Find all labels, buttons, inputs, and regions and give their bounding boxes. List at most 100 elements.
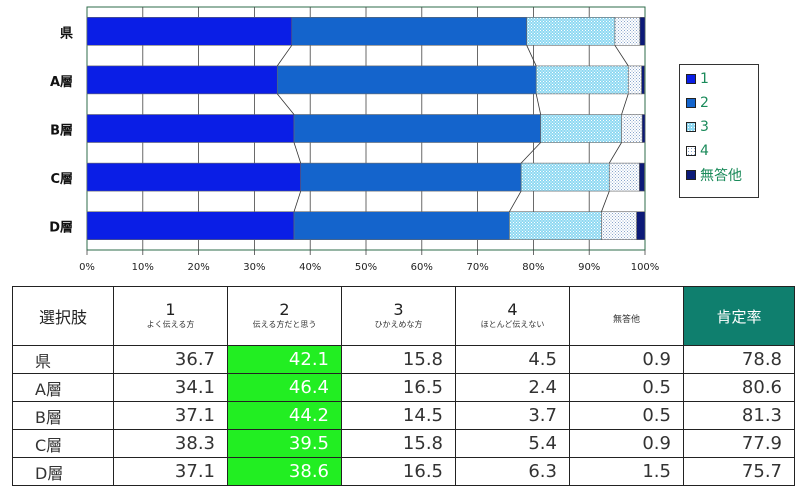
series-connector-line [520, 142, 541, 164]
row-label: B層 [12, 401, 114, 430]
table-cell: 36.7 [113, 345, 228, 374]
legend-swatch [686, 122, 696, 132]
table-row: C層 38.3 39.5 15.8 5.4 0.9 77.9 [12, 429, 795, 458]
table-cell: 37.1 [113, 401, 228, 430]
x-tick-label: 80% [522, 262, 544, 273]
table-cell: 15.8 [341, 429, 456, 458]
header-col-2: 2 伝える方だと思う [227, 286, 342, 346]
category-label: 県 [60, 26, 73, 41]
series-connector-line [601, 190, 610, 212]
header-col-1: 1 よく伝える方 [113, 286, 228, 346]
bar-segment [639, 162, 645, 192]
header-col-3: 3 ひかえめな方 [341, 286, 456, 346]
bar-segment [86, 162, 302, 192]
bar-segment [300, 162, 522, 192]
table-cell: 4.5 [455, 345, 570, 374]
data-table: 選択肢 1 よく伝える方 2 伝える方だと思う 3 ひかえめな方 4 ほとんど伝… [12, 286, 795, 486]
table-cell: 2.4 [455, 373, 570, 402]
series-connector-line [621, 93, 629, 115]
bar-segment [86, 211, 295, 240]
bar-segment [293, 114, 541, 143]
legend-swatch [686, 98, 696, 108]
table-cell: 6.3 [455, 457, 570, 486]
bar-segment [641, 65, 645, 95]
category-label: B層 [50, 124, 73, 139]
row-label: A層 [12, 373, 114, 402]
bar-segment [639, 16, 646, 46]
table-row: A層 34.1 46.4 16.5 2.4 0.5 80.6 [12, 373, 795, 402]
series-connector-line [526, 45, 537, 67]
table-cell: 0.5 [569, 401, 684, 430]
rate-cell: 80.6 [683, 373, 795, 402]
legend-label: 4 [700, 143, 709, 159]
x-tick-label: 20% [187, 262, 209, 273]
header-col-3-sub: ひかえめな方 [374, 320, 423, 329]
bar-segment [520, 162, 610, 192]
bar-segment [627, 65, 642, 95]
series-connector-line [535, 93, 542, 115]
table-header-row: 選択肢 1 よく伝える方 2 伝える方だと思う 3 ひかえめな方 4 ほとんど伝… [12, 286, 795, 346]
header-col-2-num: 2 [279, 300, 290, 319]
header-rate: 肯定率 [683, 286, 795, 346]
legend-swatch [686, 74, 696, 84]
legend-swatch [686, 146, 696, 156]
table-cell: 0.9 [569, 429, 684, 458]
bar-segment [621, 114, 643, 143]
x-tick-label: 40% [299, 262, 321, 273]
table-cell: 38.6 [227, 457, 342, 486]
table-cell: 42.1 [227, 345, 342, 374]
legend-label: 3 [700, 119, 709, 135]
rate-cell: 75.7 [683, 457, 795, 486]
table-row: 県 36.7 42.1 15.8 4.5 0.9 78.8 [12, 345, 795, 374]
header-options: 選択肢 [12, 286, 114, 346]
series-connector-line [608, 142, 622, 164]
header-col-4: 4 ほとんど伝えない [455, 286, 570, 346]
series-connector-line [293, 190, 302, 212]
legend-item: 1 [686, 69, 709, 89]
table-cell: 44.2 [227, 401, 342, 430]
bar-segment [608, 162, 640, 192]
legend-label: 無答他 [700, 168, 742, 184]
table-cell: 15.8 [341, 345, 456, 374]
bar-segment [276, 65, 537, 95]
header-col-4-sub: ほとんど伝えない [480, 320, 545, 329]
table-cell: 16.5 [341, 457, 456, 486]
table-cell: 16.5 [341, 373, 456, 402]
row-label: D層 [12, 457, 114, 486]
table-cell: 34.1 [113, 373, 228, 402]
x-tick-label: 90% [578, 262, 600, 273]
x-tick-label: 70% [466, 262, 488, 273]
legend-label: 1 [700, 71, 709, 87]
legend-item: 3 [686, 117, 709, 137]
table-cell: 3.7 [455, 401, 570, 430]
bar-segment [641, 114, 646, 143]
series-connector-line [614, 45, 629, 67]
table-row: B層 37.1 44.2 14.5 3.7 0.5 81.3 [12, 401, 795, 430]
series-connector-line [276, 93, 295, 115]
bar-segment [86, 114, 295, 143]
table-cell: 14.5 [341, 401, 456, 430]
legend-swatch [686, 170, 696, 180]
legend-item: 4 [686, 141, 709, 161]
series-connector-line [509, 190, 522, 212]
table-cell: 39.5 [227, 429, 342, 458]
legend-item: 2 [686, 93, 709, 113]
category-label: A層 [50, 75, 73, 90]
x-tick-label: 60% [411, 262, 433, 273]
stacked-bar-chart: 0% 10% 20% 30% 40% 50% 60% 70% 80% 90% 100% 県 A層 B層 C層… [49, 6, 660, 273]
bar-segment [293, 211, 510, 240]
rate-cell: 81.3 [683, 401, 795, 430]
x-tick-label: 30% [243, 262, 265, 273]
x-tick-label: 50% [355, 262, 377, 273]
category-label: D層 [49, 221, 73, 236]
rate-cell: 78.8 [683, 345, 795, 374]
bar-segment [86, 65, 278, 95]
header-col-4-num: 4 [507, 300, 518, 319]
x-tick-label: 100% [631, 262, 660, 273]
header-col-1-num: 1 [165, 300, 176, 319]
table-cell: 38.3 [113, 429, 228, 458]
legend-label: 2 [700, 95, 709, 111]
row-label: C層 [12, 429, 114, 458]
table-row: D層 37.1 38.6 16.5 6.3 1.5 75.7 [12, 457, 795, 486]
table-cell: 0.9 [569, 345, 684, 374]
